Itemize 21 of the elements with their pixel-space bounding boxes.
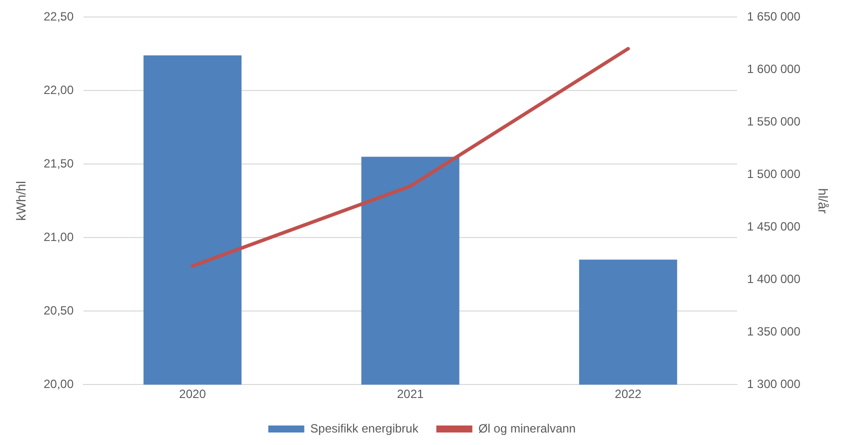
legend-label: Spesifikk energibruk [310,421,420,436]
y2-tick-label: 1 650 000 [747,10,801,24]
y-tick-label: 20,50 [44,303,74,318]
x-tick-label: 2022 [614,387,642,402]
y2-tick-label: 1 600 000 [747,62,801,76]
y2-tick-label: 1 350 000 [747,324,801,338]
y2-tick-label: 1 550 000 [747,114,801,128]
y2-tick-label: 1 300 000 [747,376,801,391]
legend-label: Øl og mineralvann [478,421,576,436]
x-tick-label: 2021 [396,387,424,402]
y-axis-title: kWh/hl [13,180,28,221]
y-tick-label: 20,00 [44,376,74,391]
y2-tick-label: 1 500 000 [747,166,801,181]
x-tick-label: 2020 [179,387,206,402]
y-tick-label: 22,50 [44,10,74,24]
y2-tick-label: 1 450 000 [747,219,801,234]
y2-tick-label: 1 400 000 [747,272,801,286]
y2-axis-title: hl/år [816,188,831,214]
y-tick-label: 21,50 [44,156,74,170]
y-tick-label: 21,00 [44,230,74,244]
y-tick-label: 22,00 [44,82,74,97]
